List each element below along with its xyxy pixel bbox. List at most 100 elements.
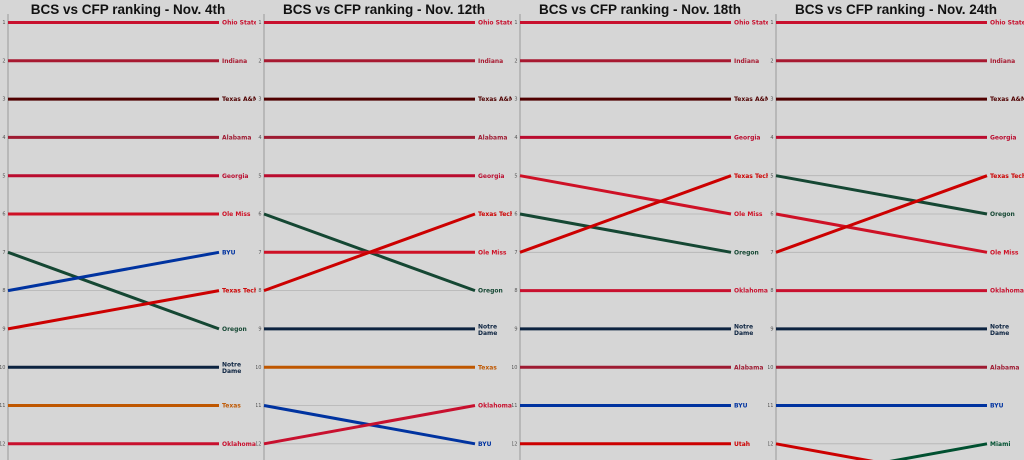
team-label-texas-a-and-m: Texas A&M xyxy=(990,96,1024,103)
y-tick-label: 7 xyxy=(2,250,5,256)
y-tick-label: 7 xyxy=(258,250,261,256)
y-tick-label: 6 xyxy=(2,212,5,218)
y-tick-label: 11 xyxy=(256,403,262,409)
team-label-alabama: Alabama xyxy=(734,364,763,371)
team-label-alabama: Alabama xyxy=(990,364,1019,371)
y-tick-label: 11 xyxy=(768,403,774,409)
y-tick-label: 3 xyxy=(514,97,517,103)
series-line-byu xyxy=(7,250,220,293)
team-label-texas-tech: Texas Tech xyxy=(990,173,1024,180)
y-tick-label: 2 xyxy=(770,58,773,64)
y-tick-label: 1 xyxy=(2,20,5,26)
y-tick-label: 10 xyxy=(0,365,6,371)
y-tick-label: 8 xyxy=(2,288,5,294)
team-label-oklahoma: Oklahoma xyxy=(478,403,512,410)
team-label-notre-dame: Notre Dame xyxy=(990,323,1009,337)
y-tick-label: 2 xyxy=(258,58,261,64)
team-label-oregon: Oregon xyxy=(734,249,759,256)
y-tick-label: 10 xyxy=(256,365,262,371)
team-label-ohio-state: Ohio State xyxy=(990,20,1024,27)
series-line-oregon xyxy=(7,250,220,331)
series-line-texas-tech xyxy=(7,289,220,331)
team-label-georgia: Georgia xyxy=(990,135,1016,142)
y-tick-label: 6 xyxy=(770,212,773,218)
chart-panel-1: 1 2 3 4 5 6 7 8 9 10 11 12 Ohio State Indiana Texas A&… xyxy=(0,0,256,460)
series-line-texas-tech xyxy=(775,174,988,254)
team-label-georgia: Georgia xyxy=(734,135,760,142)
team-label-notre-dame: Notre Dame xyxy=(222,362,241,376)
y-tick-label: 2 xyxy=(514,58,517,64)
y-tick-label: 9 xyxy=(770,327,773,333)
series-line-oregon xyxy=(519,212,732,254)
team-label-texas-tech: Texas Tech xyxy=(734,173,768,180)
y-tick-label: 3 xyxy=(770,97,773,103)
y-tick-label: 1 xyxy=(770,20,773,26)
y-tick-label: 4 xyxy=(770,135,773,141)
y-tick-label: 10 xyxy=(512,365,518,371)
y-tick-label: 12 xyxy=(768,441,774,447)
y-tick-label: 4 xyxy=(514,135,517,141)
y-tick-label: 6 xyxy=(258,212,261,218)
y-tick-label: 9 xyxy=(2,327,5,333)
team-label-oregon: Oregon xyxy=(222,326,247,333)
y-tick-label: 4 xyxy=(2,135,5,141)
team-label-byu: BYU xyxy=(734,403,748,410)
team-label-ole-miss: Ole Miss xyxy=(222,211,251,218)
team-label-oregon: Oregon xyxy=(990,211,1015,218)
y-tick-label: 9 xyxy=(514,327,517,333)
series-line-miami xyxy=(889,442,988,460)
y-tick-label: 11 xyxy=(0,403,6,409)
team-label-ohio-state: Ohio State xyxy=(734,20,768,27)
team-label-oklahoma: Oklahoma xyxy=(734,288,768,295)
y-tick-label: 3 xyxy=(2,97,5,103)
team-label-ole-miss: Ole Miss xyxy=(734,211,763,218)
team-label-texas-tech: Texas Tech xyxy=(478,211,512,218)
team-label-byu: BYU xyxy=(990,403,1004,410)
team-label-oregon: Oregon xyxy=(478,288,503,295)
y-tick-label: 1 xyxy=(258,20,261,26)
team-label-texas-a-and-m: Texas A&M xyxy=(478,96,512,103)
series-line-ole-miss xyxy=(519,174,732,216)
y-tick-label: 5 xyxy=(258,173,261,179)
team-label-texas-a-and-m: Texas A&M xyxy=(734,96,768,103)
team-label-georgia: Georgia xyxy=(478,173,504,180)
team-label-notre-dame: Notre Dame xyxy=(734,323,753,337)
team-label-utah: Utah xyxy=(734,441,750,448)
team-label-texas-a-and-m: Texas A&M xyxy=(222,96,256,103)
team-label-notre-dame: Notre Dame xyxy=(478,323,497,337)
team-label-alabama: Alabama xyxy=(222,135,251,142)
team-label-ohio-state: Ohio State xyxy=(222,20,256,27)
y-tick-label: 12 xyxy=(512,441,518,447)
team-label-ole-miss: Ole Miss xyxy=(990,249,1019,256)
team-label-ole-miss: Ole Miss xyxy=(478,249,507,256)
chart-title: BCS vs CFP ranking - Nov. 24th xyxy=(794,2,998,17)
y-tick-label: 10 xyxy=(768,365,774,371)
chart-title: BCS vs CFP ranking - Nov. 18th xyxy=(538,2,742,17)
series-line-texas-tech xyxy=(519,174,732,254)
series-line-oklahoma xyxy=(263,404,476,446)
team-label-oklahoma: Oklahoma xyxy=(222,441,256,448)
series-line-oregon xyxy=(775,174,988,216)
y-tick-label: 9 xyxy=(258,327,261,333)
y-tick-label: 2 xyxy=(2,58,5,64)
y-tick-label: 1 xyxy=(514,20,517,26)
series-line xyxy=(775,442,874,460)
team-label-byu: BYU xyxy=(478,441,492,448)
y-tick-label: 11 xyxy=(512,403,518,409)
y-tick-label: 8 xyxy=(258,288,261,294)
team-label-texas: Texas xyxy=(478,364,497,371)
team-label-indiana: Indiana xyxy=(990,58,1015,65)
y-tick-label: 8 xyxy=(770,288,773,294)
y-tick-label: 4 xyxy=(258,135,261,141)
y-tick-label: 8 xyxy=(514,288,517,294)
chart-panel-4: 1 2 3 4 5 6 7 8 9 10 11 12 Ohio State Indiana Texas A&… xyxy=(768,0,1024,460)
team-label-alabama: Alabama xyxy=(478,135,507,142)
team-label-indiana: Indiana xyxy=(222,58,247,65)
team-label-indiana: Indiana xyxy=(734,58,759,65)
y-tick-label: 5 xyxy=(514,173,517,179)
team-label-indiana: Indiana xyxy=(478,58,503,65)
y-tick-label: 12 xyxy=(0,441,6,447)
